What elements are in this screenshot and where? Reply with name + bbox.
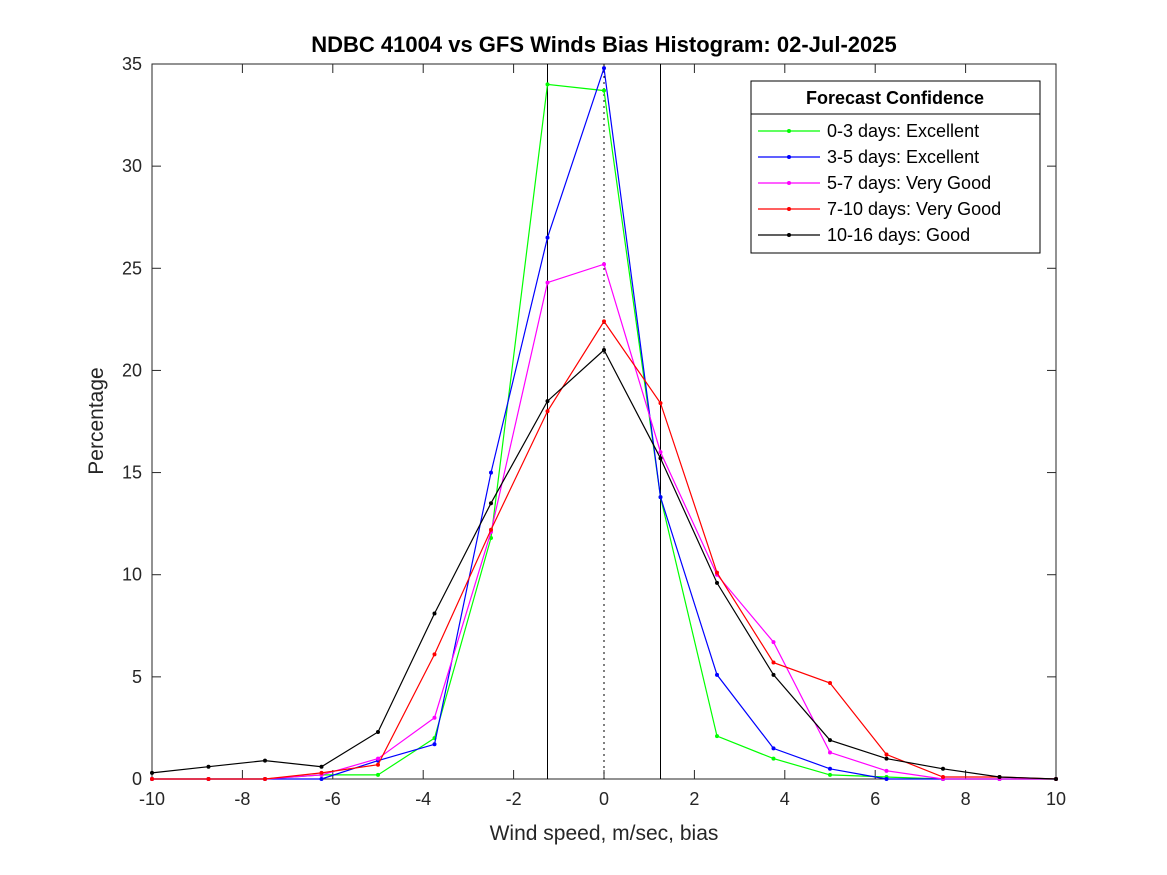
legend-swatch-marker <box>787 207 791 211</box>
legend-entry-label: 7-10 days: Very Good <box>827 199 1001 219</box>
data-point <box>1054 777 1058 781</box>
data-point <box>771 756 776 761</box>
chart-title: NDBC 41004 vs GFS Winds Bias Histogram: … <box>311 32 896 57</box>
data-point <box>489 527 493 532</box>
data-point <box>432 652 437 657</box>
data-point <box>432 715 437 720</box>
data-point <box>884 756 889 761</box>
legend-entry-label: 5-7 days: Very Good <box>827 173 991 193</box>
legend: Forecast Confidence 0-3 days: Excellent 3… <box>750 80 1041 254</box>
data-point <box>941 766 945 771</box>
y-tick-label: 30 <box>122 156 142 176</box>
legend-entry-label: 10-16 days: Good <box>827 225 970 245</box>
data-point <box>658 495 663 500</box>
x-tick-label: 0 <box>599 789 609 809</box>
data-point <box>602 88 606 93</box>
x-tick-label: -4 <box>415 789 431 809</box>
data-point <box>263 758 267 763</box>
data-point <box>545 409 550 414</box>
x-tick-label: 8 <box>961 789 971 809</box>
x-tick-label: -10 <box>139 789 165 809</box>
data-point <box>319 764 324 769</box>
data-point <box>884 777 889 781</box>
data-point <box>828 738 832 743</box>
data-point <box>771 660 776 665</box>
legend-swatch-marker <box>787 233 791 237</box>
data-point <box>828 750 832 755</box>
y-tick-label: 0 <box>132 769 142 789</box>
data-point <box>771 746 776 751</box>
y-axis-label: Percentage <box>85 367 108 474</box>
data-point <box>432 611 437 616</box>
data-point <box>376 772 380 777</box>
data-point <box>658 450 663 455</box>
x-tick-label: 2 <box>689 789 699 809</box>
data-point <box>263 777 267 781</box>
legend-entry-label: 0-3 days: Excellent <box>827 121 979 141</box>
x-tick-label: -8 <box>234 789 250 809</box>
data-point <box>658 401 663 406</box>
data-point <box>771 672 776 677</box>
data-point <box>941 774 945 779</box>
data-point <box>206 764 211 769</box>
y-tick-label: 25 <box>122 258 142 278</box>
data-point <box>602 319 606 324</box>
data-point <box>319 770 324 775</box>
x-tick-label: 6 <box>870 789 880 809</box>
x-tick-label: -2 <box>506 789 522 809</box>
x-tick-label: 10 <box>1046 789 1066 809</box>
data-point <box>545 399 550 404</box>
data-point <box>658 456 663 461</box>
y-tick-label: 35 <box>122 54 142 74</box>
data-point <box>545 235 550 240</box>
data-point <box>545 280 550 285</box>
series-line <box>151 349 1057 780</box>
data-point <box>376 730 380 735</box>
data-point <box>602 66 606 71</box>
data-point <box>489 501 493 506</box>
data-point <box>884 768 889 773</box>
data-point <box>206 777 211 781</box>
legend-box <box>750 80 1041 254</box>
y-tick-label: 5 <box>132 667 142 687</box>
x-axis-label: Wind speed, m/sec, bias <box>490 822 719 845</box>
legend-title: Forecast Confidence <box>806 88 984 108</box>
legend-entry-label: 3-5 days: Excellent <box>827 147 979 167</box>
data-point <box>715 672 719 677</box>
data-point <box>715 734 719 739</box>
data-point <box>771 640 776 645</box>
data-point <box>828 680 832 685</box>
data-point <box>545 82 550 87</box>
data-point <box>828 772 832 777</box>
plot-area: -10 -8 -6 -4 -2 0 2 4 6 8 10 0 5 10 15 20 25 30 35 <box>122 54 1066 809</box>
legend-swatch-marker <box>787 129 791 133</box>
series-5 <box>150 348 1058 781</box>
legend-swatch-marker <box>787 155 791 159</box>
y-tick-label: 20 <box>122 360 142 380</box>
data-point <box>150 777 154 781</box>
x-tick-label: 4 <box>780 789 790 809</box>
data-point <box>602 262 606 267</box>
legend-swatch-marker <box>787 181 791 185</box>
x-tick-label: -6 <box>325 789 341 809</box>
data-point <box>715 580 719 585</box>
data-point <box>997 774 1002 779</box>
data-point <box>715 570 719 575</box>
y-tick-label: 15 <box>122 463 142 483</box>
y-tick-label: 10 <box>122 565 142 585</box>
data-point <box>432 742 437 747</box>
data-point <box>884 752 889 757</box>
data-point <box>489 470 493 475</box>
data-point <box>376 762 380 767</box>
data-point <box>602 348 606 352</box>
data-point <box>150 770 154 775</box>
data-point <box>376 756 380 761</box>
data-point <box>319 777 324 781</box>
data-point <box>828 766 832 771</box>
